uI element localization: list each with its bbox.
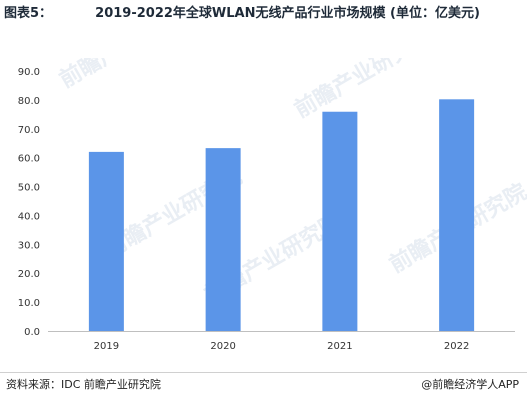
x-tick-label: 2021: [327, 341, 352, 352]
y-tick-label: 90.0: [18, 67, 40, 78]
y-tick-label: 60.0: [18, 154, 40, 165]
source-note: 资料来源：IDC 前瞻产业研究院: [6, 378, 161, 391]
x-tick-label: 2020: [210, 341, 235, 352]
bar-series: [88, 99, 475, 331]
bar-2020: [205, 148, 241, 331]
publisher-credit: @前瞻经济学人APP: [421, 378, 519, 391]
bar-2021: [322, 111, 358, 331]
figure-number: 图表5：: [4, 6, 53, 21]
bar-2022: [439, 99, 475, 331]
watermark-text: 前瞻产业研究院: [290, 58, 436, 123]
chart-title: 图表5： 2019-2022年全球WLAN无线产品行业市场规模 (单位：亿美元): [4, 5, 523, 22]
bar-2019: [88, 151, 124, 331]
x-tick-label: 2022: [444, 341, 469, 352]
watermark-text: 前瞻产业研究院: [55, 58, 201, 93]
y-tick-label: 0.0: [24, 327, 40, 338]
x-axis: 2019 2020 2021 2022: [94, 341, 470, 352]
footer-divider: [0, 372, 527, 373]
y-tick-label: 20.0: [18, 269, 40, 280]
y-tick-label: 50.0: [18, 183, 40, 194]
x-tick-label: 2019: [94, 341, 119, 352]
y-tick-label: 40.0: [18, 211, 40, 222]
y-tick-label: 70.0: [18, 125, 40, 136]
bar-chart: 前瞻产业研究院前瞻产业研究院前瞻产业研究院前瞻产业研究院前瞻产业研究院 0.01…: [18, 58, 527, 352]
y-axis: 0.0 10.0 20.0 30.0 40.0 50.0 60.0 70.0 80.0 90.0: [18, 67, 40, 338]
y-tick-label: 10.0: [18, 298, 40, 309]
figure-title-text: 2019-2022年全球WLAN无线产品行业市场规模 (单位：亿美元): [95, 6, 480, 21]
y-tick-label: 30.0: [18, 240, 40, 251]
y-tick-label: 80.0: [18, 96, 40, 107]
